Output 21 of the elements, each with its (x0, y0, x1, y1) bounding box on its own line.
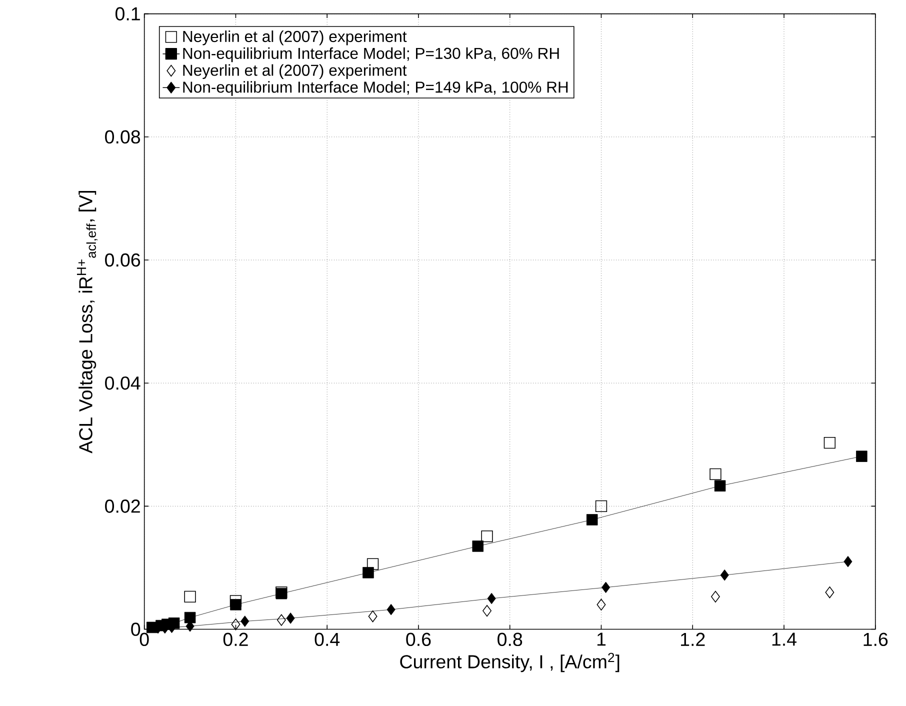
x-tick-label: 0.4 (314, 632, 340, 646)
legend-label: Non-equilibrium Interface Model; P=149 kPa, 100% RH (183, 80, 568, 96)
x-tick-label: 1 (597, 632, 606, 646)
y-axis-title: ACL Voltage Loss, iR$^{H+}$$_{acl,eff}$, [V] (76, 190, 98, 454)
x-tick-label: 0 (140, 632, 149, 646)
y-tick-label: 0.04 (105, 376, 140, 390)
legend-label: Neyerlin et al (2007) experiment (183, 30, 407, 46)
y-tick-label: 0.1 (115, 7, 140, 20)
y-tick-label: 0 (131, 622, 140, 636)
y-tick-label: 0.06 (105, 253, 140, 266)
legend-label: Neyerlin et al (2007) experiment (183, 64, 407, 79)
x-tick-label: 0.6 (406, 632, 431, 646)
y-tick-label: 0.02 (105, 499, 140, 513)
x-tick-label: 1.6 (864, 632, 888, 646)
x-tick-label: 0.8 (498, 632, 522, 646)
x-axis-title: Current Density, I , [A/cm$^{2}$] (400, 652, 620, 672)
y-tick-label: 0.08 (105, 130, 140, 144)
x-tick-label: 1.4 (772, 632, 796, 646)
x-tick-label: 0.2 (223, 632, 248, 646)
x-tick-label: 1.2 (681, 632, 705, 646)
legend-label: Non-equilibrium Interface Model; P=130 kPa, 60% RH (183, 47, 559, 62)
